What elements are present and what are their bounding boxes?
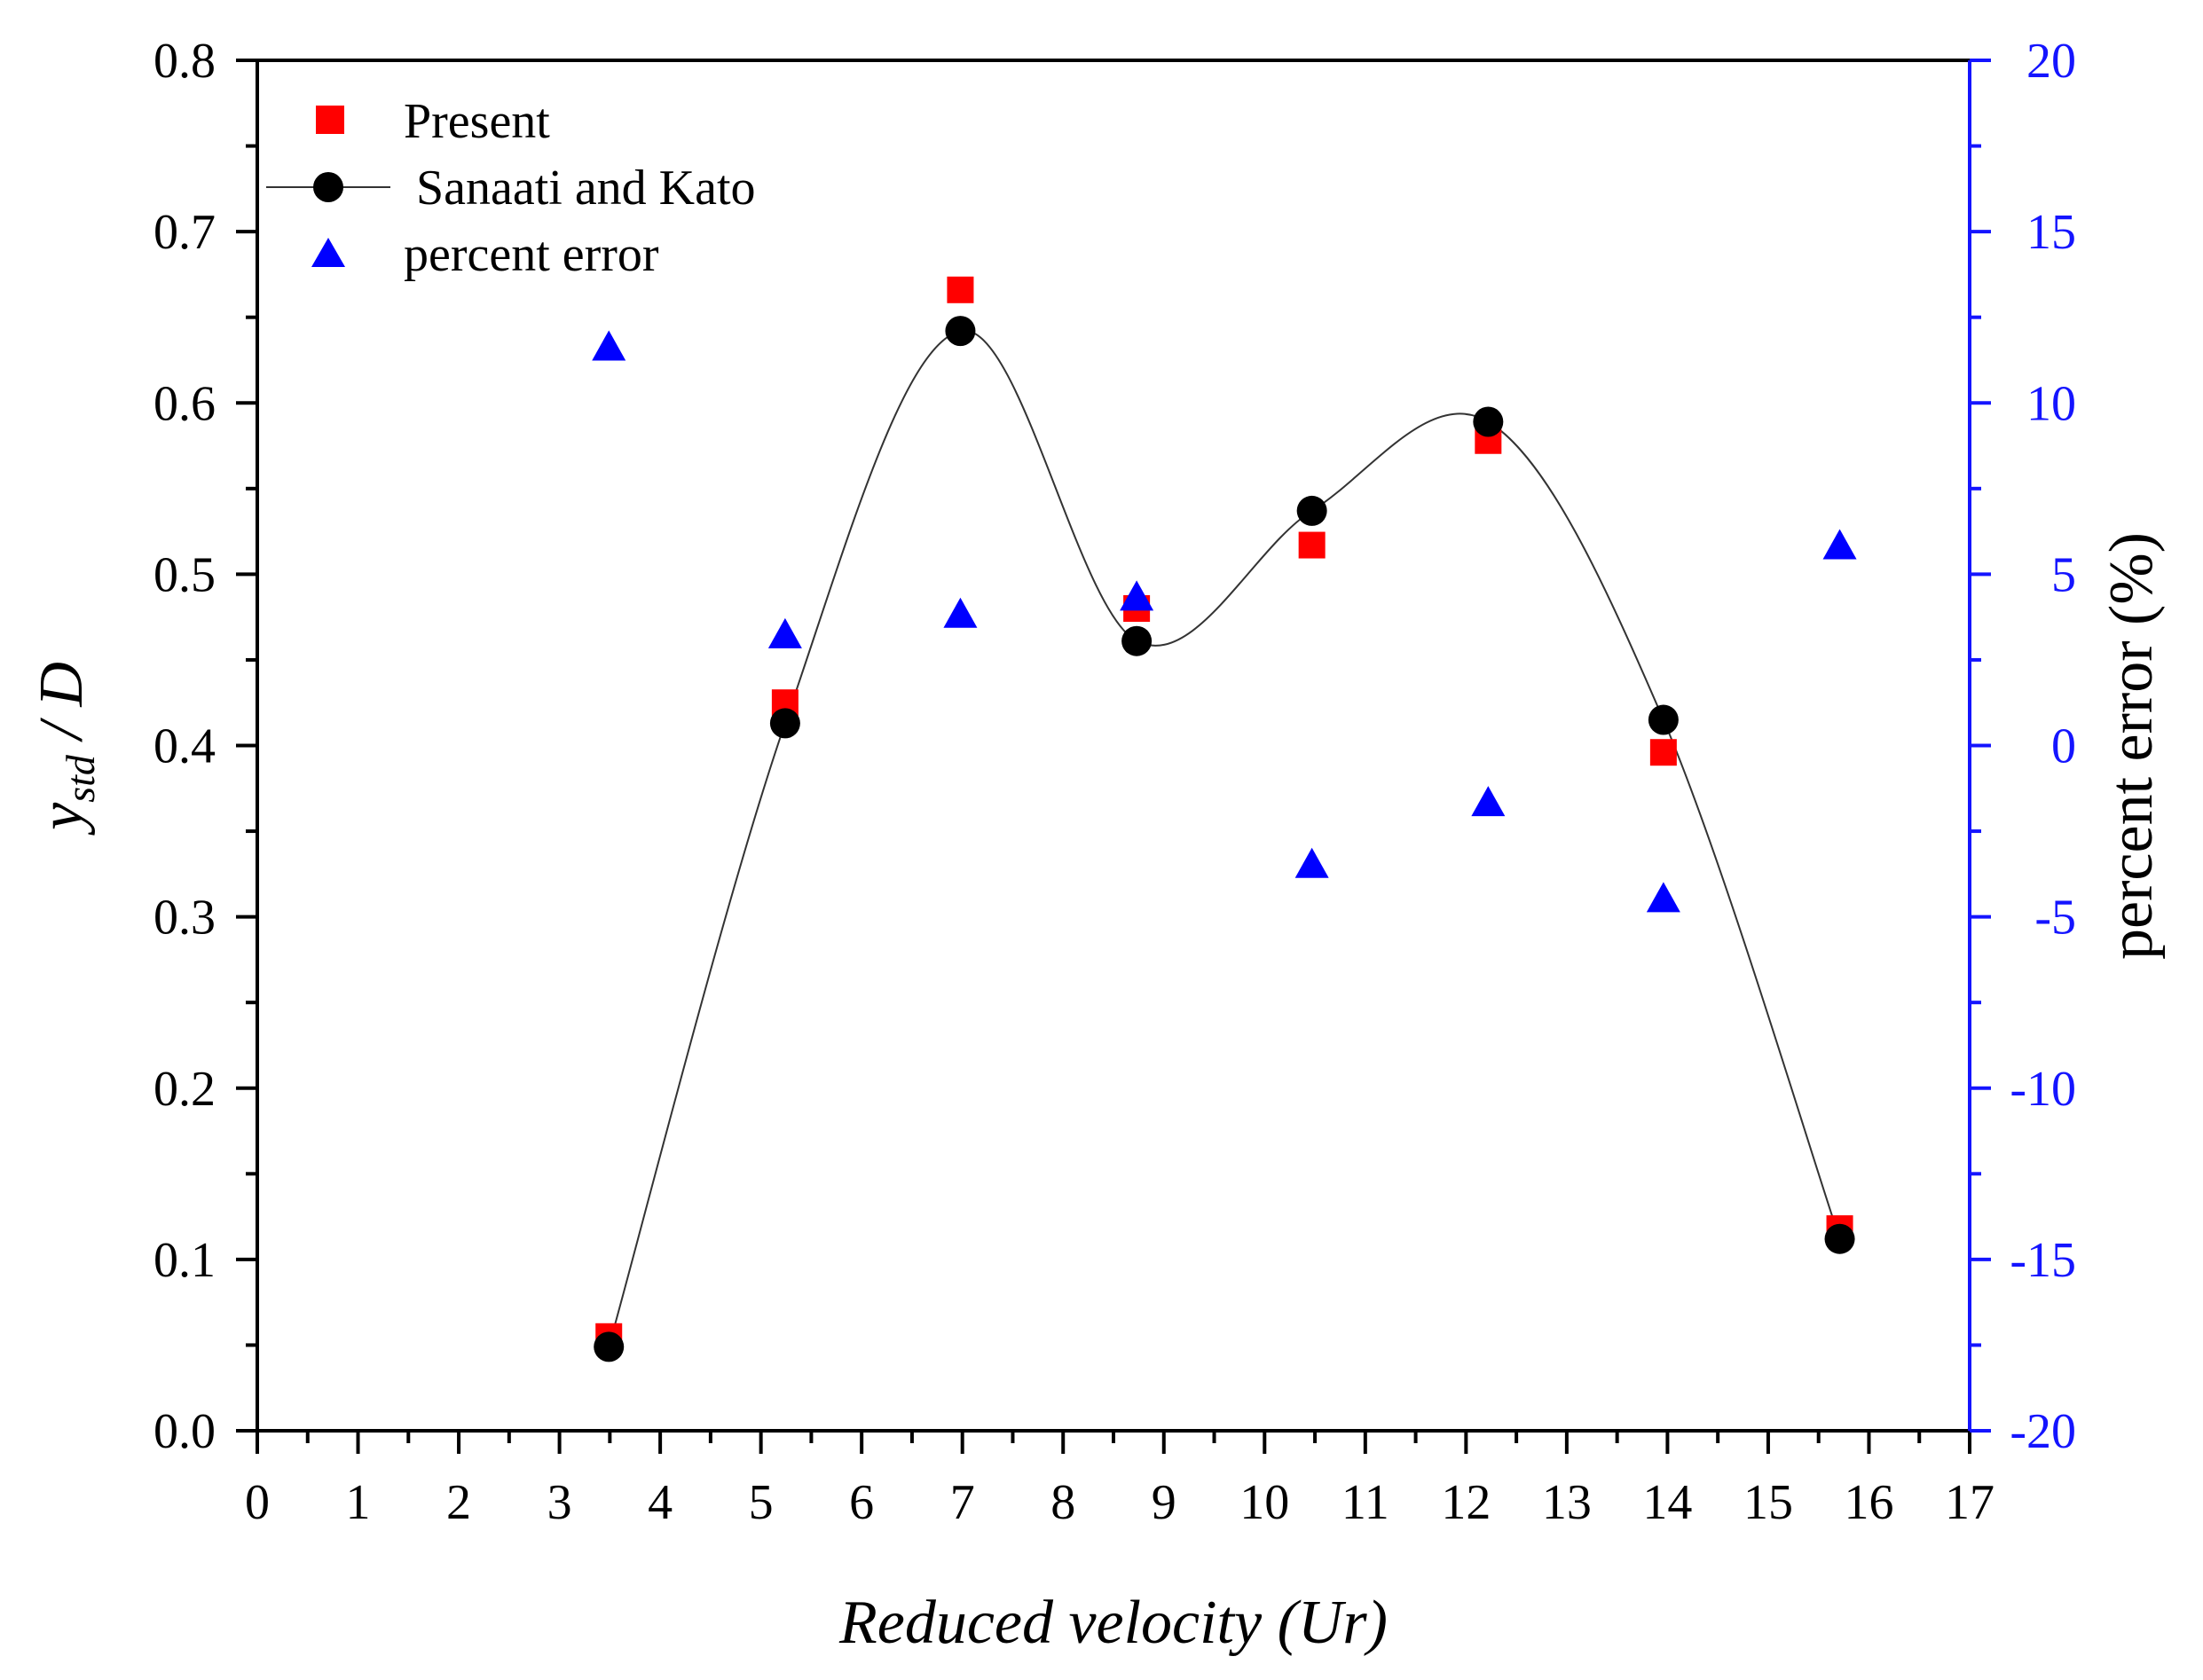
legend-label-present: Present xyxy=(404,94,550,149)
x-tick-label: 10 xyxy=(1239,1475,1289,1530)
sanaati-kato-point xyxy=(1121,625,1153,656)
x-axis-title: Reduced velocity (Ur) xyxy=(838,1589,1388,1657)
x-tick-label: 9 xyxy=(1152,1475,1176,1530)
y2-tick-label: -10 xyxy=(2010,1062,2076,1117)
y2-tick-label: 10 xyxy=(2026,376,2076,431)
sanaati-kato-curve xyxy=(608,330,1841,1347)
y-tick-label: 0.7 xyxy=(153,205,216,260)
y-tick-label: 0.8 xyxy=(153,34,216,89)
present-point xyxy=(1649,739,1677,766)
sanaati-kato-point xyxy=(1648,704,1679,735)
percent-error-point xyxy=(1822,529,1857,560)
y2-tick-label: 20 xyxy=(2026,34,2076,89)
sanaati-kato-point xyxy=(945,316,976,347)
present-point xyxy=(947,276,974,303)
y-tick-label: 0.3 xyxy=(153,891,216,946)
x-tick-label: 6 xyxy=(849,1475,874,1530)
x-tick-label: 15 xyxy=(1743,1475,1793,1530)
y-tick-label: 0.4 xyxy=(153,719,216,774)
x-tick-label: 8 xyxy=(1050,1475,1075,1530)
legend-marker-sanaati-kato xyxy=(313,172,343,202)
x-tick-label: 2 xyxy=(446,1475,471,1530)
sanaati-kato-point xyxy=(1296,495,1327,526)
percent-error-point xyxy=(1120,580,1154,611)
sanaati-kato-point xyxy=(594,1331,625,1362)
y2-tick-label: -20 xyxy=(2010,1404,2076,1459)
y2-tick-label: 15 xyxy=(2026,205,2076,260)
legend-marker-percent-error xyxy=(311,238,345,267)
x-tick-label: 3 xyxy=(547,1475,572,1530)
x-tick-label: 7 xyxy=(950,1475,975,1530)
x-tick-label: 1 xyxy=(346,1475,371,1530)
y-tick-label: 0.6 xyxy=(153,376,216,431)
x-tick-label: 14 xyxy=(1642,1475,1692,1530)
percent-error-point xyxy=(1646,882,1680,913)
y-tick-label: 0.0 xyxy=(153,1404,216,1459)
x-tick-label: 5 xyxy=(749,1475,774,1530)
y2-tick-label: 5 xyxy=(2051,547,2076,602)
x-tick-label: 4 xyxy=(648,1475,673,1530)
x-tick-label: 13 xyxy=(1542,1475,1592,1530)
legend-label-percent-error: percent error xyxy=(404,227,659,282)
y-axis-title: ystd / D xyxy=(28,662,103,836)
present-point xyxy=(1298,531,1326,559)
y-tick-label: 0.2 xyxy=(153,1062,216,1117)
y-axis-title-tail: / D xyxy=(28,662,96,755)
x-tick-label: 16 xyxy=(1844,1475,1893,1530)
percent-error-point xyxy=(767,617,802,648)
percent-error-point xyxy=(592,330,626,361)
sanaati-kato-point xyxy=(769,708,800,739)
y-tick-label: 0.1 xyxy=(153,1233,216,1288)
percent-error-point xyxy=(1294,847,1329,878)
legend: Present Sanaati and Kato percent error xyxy=(266,94,756,282)
percent-error-point xyxy=(1471,786,1506,817)
y2-tick-label: -5 xyxy=(2034,891,2076,946)
y2-axis-title: percent error (%) xyxy=(2097,532,2166,960)
y2-tick-label: -15 xyxy=(2010,1233,2076,1288)
legend-marker-present xyxy=(316,106,344,134)
y-axis-title-main: y xyxy=(28,802,96,836)
sanaati-kato-point xyxy=(1473,406,1504,437)
y-axis-title-sub: std xyxy=(58,754,103,803)
y2-tick-label: 0 xyxy=(2051,719,2076,774)
sanaati-kato-point xyxy=(1824,1223,1855,1254)
x-tick-label: 12 xyxy=(1441,1475,1491,1530)
y-tick-label: 0.5 xyxy=(153,547,216,602)
legend-label-sanaati-kato: Sanaati and Kato xyxy=(404,161,756,216)
x-tick-label: 11 xyxy=(1341,1475,1389,1530)
percent-error-point xyxy=(943,597,978,628)
x-tick-label: 17 xyxy=(1945,1475,1995,1530)
x-tick-label: 0 xyxy=(245,1475,270,1530)
